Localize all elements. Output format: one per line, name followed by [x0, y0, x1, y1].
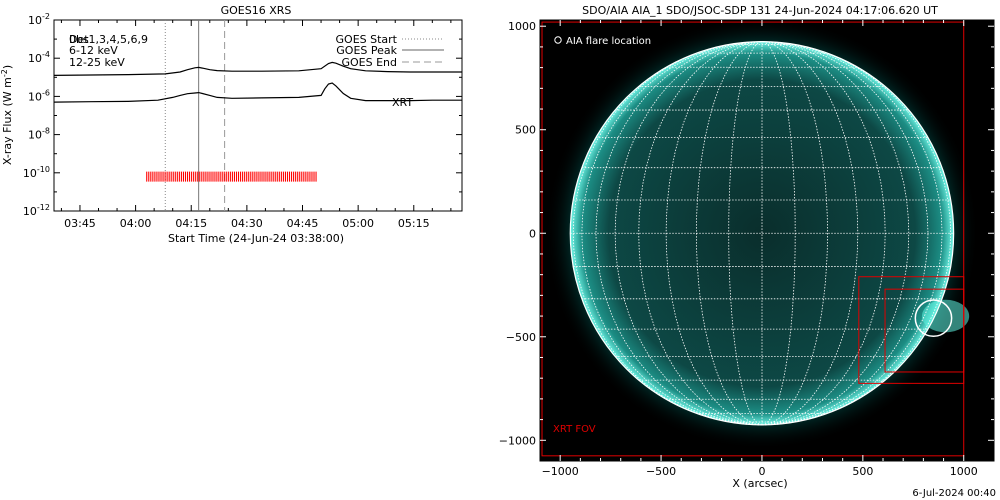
aia-x-axis-label: X (arcsec): [732, 477, 787, 490]
longitude-line: [761, 41, 886, 426]
aia-image-panel: SDO/AIA AIA_1 SDO/JSOC-SDP 131 24-Jun-20…: [499, 4, 995, 490]
aia-y-tick-label: 0: [529, 227, 536, 240]
goes-legend-right: GOES Start GOES Peak GOES End: [336, 33, 444, 69]
xrt-fov-box: [884, 288, 965, 373]
goes-series-line-2: [53, 82, 462, 103]
goes-chart-title: GOES16 XRS: [221, 4, 292, 17]
longitude-line: [595, 41, 763, 426]
aia-image-title: SDO/AIA AIA_1 SDO/JSOC-SDP 131 24-Jun-20…: [582, 4, 938, 17]
longitude-line: [695, 41, 763, 426]
aia-plot-frame: [539, 19, 995, 462]
aia-y-tick-label: 1000: [508, 20, 536, 33]
xrt-series-label: XRT: [392, 96, 413, 109]
aia-y-tick-label: 500: [515, 124, 536, 137]
legend-goes-peak: GOES Peak: [336, 44, 397, 57]
goes-xrs-panel: GOES16 XRS 10-12 10-10 10-8 10-6 10-4 10-2 03…: [0, 4, 463, 245]
aia-y-tick-label: −1000: [499, 434, 536, 447]
longitude-line: [761, 41, 952, 426]
heliographic-grid: [569, 40, 955, 426]
goes-y-axis: 10-12 10-10 10-8 10-6 10-4 10-2: [23, 12, 462, 218]
longitude-line: [761, 41, 929, 426]
legend-goes-end: GOES End: [341, 56, 397, 69]
longitude-line: [614, 41, 763, 426]
aia-legend-marker-icon: [554, 36, 562, 44]
longitude-line: [761, 41, 796, 426]
goes-x-tick-label: 03:45: [64, 217, 96, 230]
xrt-fov-boxes: [541, 21, 965, 457]
aia-y-tick-label: −500: [506, 331, 536, 344]
xrt-fov-label: XRT FOV: [553, 424, 596, 435]
legend-6-12kev: 6-12 keV: [69, 44, 118, 57]
goes-y-tick-label: 10-6: [28, 88, 50, 103]
goes-event-lines: [164, 20, 226, 211]
goes-x-tick-label: 04:15: [175, 217, 207, 230]
legend-detectors: Det1,3,4,5,6,9: [69, 33, 148, 46]
aia-y-axis: 1000 500 0 −500 −1000: [499, 20, 994, 447]
longitude-line: [761, 41, 828, 426]
longitude-line: [572, 41, 763, 426]
footer-date: 6-Jul-2024 00:40: [912, 488, 996, 499]
xrt-fov-box: [541, 21, 965, 457]
longitude-line: [581, 41, 763, 426]
solar-limb: [569, 40, 955, 426]
aia-x-tick-label: 500: [852, 465, 873, 478]
goes-y-tick-label: 10-10: [23, 165, 50, 180]
aia-x-axis: −1000 −500 0 500 1000: [542, 20, 978, 478]
longitude-line: [761, 41, 910, 426]
goes-x-axis: 03:45 04:00 04:15 04:30 04:45 05:00 05:15: [60, 20, 452, 230]
goes-series: [53, 61, 462, 103]
goes-x-tick-label: 04:45: [287, 217, 319, 230]
goes-x-tick-label: 04:00: [120, 217, 152, 230]
goes-x-tick-label: 05:15: [398, 217, 430, 230]
goes-legend-left: Det1,3,4,5,6,9 0bs 6-12 keV 12-25 keV: [69, 33, 148, 69]
aia-legend-text: AIA flare location: [566, 36, 651, 47]
longitude-line: [761, 41, 859, 426]
longitude-line: [761, 41, 943, 426]
goes-y-tick-label: 10-2: [28, 12, 50, 27]
goes-series-line-1: [53, 61, 462, 76]
aia-x-tick-label: −500: [646, 465, 676, 478]
goes-y-axis-label: X-ray Flux (W m-2): [0, 65, 14, 165]
legend-12-25kev: 12-25 keV: [69, 56, 125, 69]
goes-y-tick-label: 10-12: [23, 203, 50, 218]
goes-x-axis-label: Start Time (24-Jun-24 03:38:00): [168, 232, 344, 245]
longitude-line: [665, 41, 763, 426]
goes-y-tick-label: 10-4: [28, 50, 50, 65]
aia-flare-location-circle: [914, 299, 953, 338]
legend-goes-start: GOES Start: [336, 33, 398, 46]
goes-x-tick-label: 05:00: [342, 217, 374, 230]
aia-x-tick-label: 1000: [950, 465, 978, 478]
goes-y-tick-label: 10-8: [28, 127, 50, 142]
aia-x-tick-label: −1000: [542, 465, 579, 478]
flare-glow: [921, 299, 970, 333]
legend-detectors-overlap: 0bs: [69, 33, 89, 46]
aia-x-tick-label: 0: [758, 465, 765, 478]
longitude-line: [638, 41, 763, 426]
longitude-line: [728, 41, 763, 426]
xrt-coverage: [146, 171, 317, 182]
goes-x-tick-label: 04:30: [231, 217, 263, 230]
